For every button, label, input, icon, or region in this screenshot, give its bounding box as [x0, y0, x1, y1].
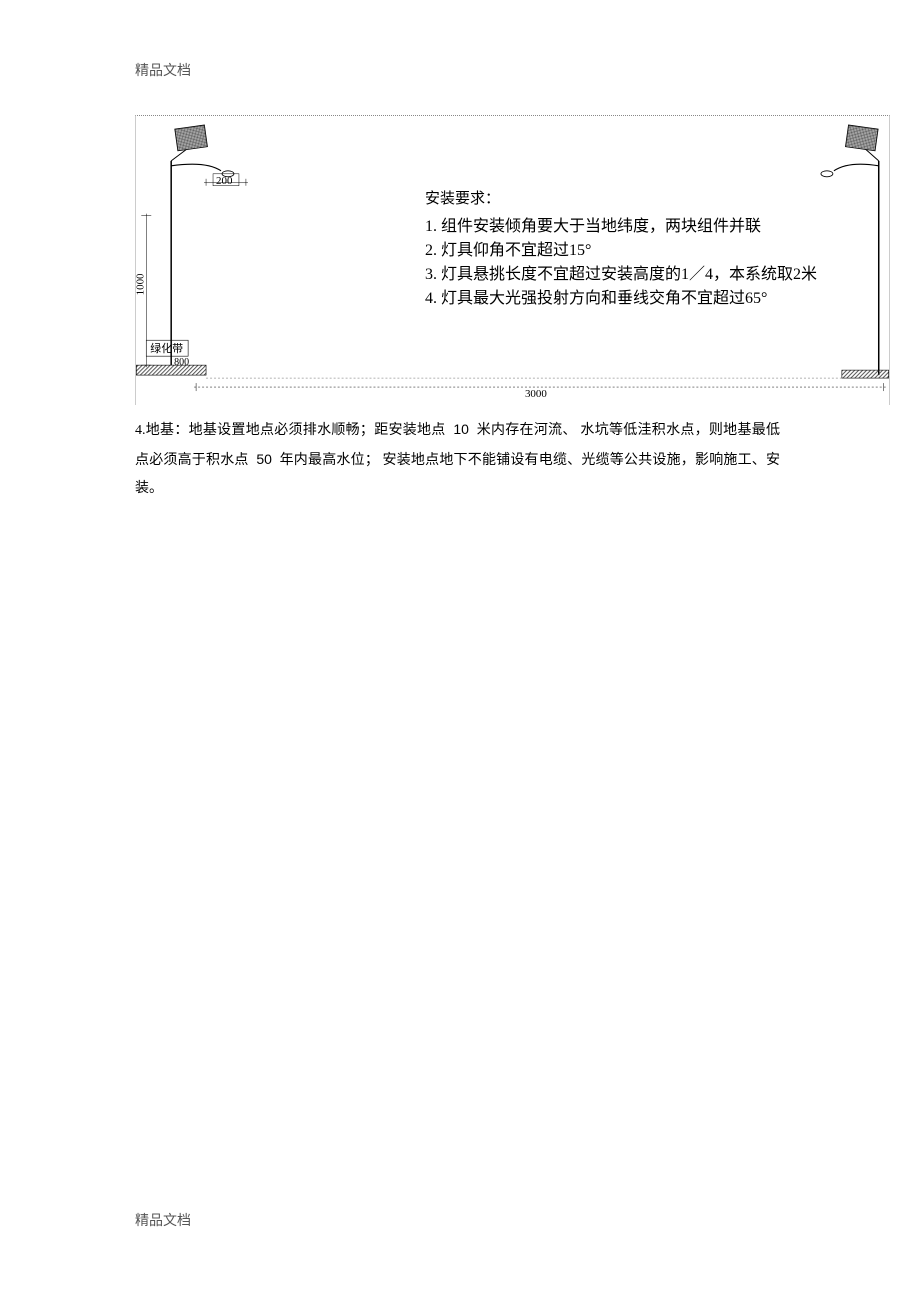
- req-item-1: 1. 组件安装倾角要大于当地纬度，两块组件并联: [425, 215, 817, 239]
- body-paragraph: 4.地基：地基设置地点必须排水顺畅；距安装地点 10 米内存在河流、 水坑等低洼…: [135, 415, 780, 503]
- dim-1000: 1000: [136, 214, 151, 367]
- right-lamp: [821, 125, 879, 375]
- req-item-3: 3. 灯具悬挑长度不宜超过安装高度的1／4，本系统取2米: [425, 263, 817, 287]
- dim-800: 800: [174, 357, 189, 368]
- page-footer: 精品文档: [135, 1210, 191, 1230]
- svg-text:800: 800: [174, 357, 189, 368]
- dim-3000: 3000: [194, 383, 886, 400]
- page-header: 精品文档: [135, 60, 191, 80]
- svg-text:1000: 1000: [136, 273, 146, 295]
- body-num-10: 10: [449, 421, 473, 437]
- requirements-title: 安装要求：: [425, 188, 817, 211]
- green-belt-label: 绿化带: [150, 341, 183, 355]
- header-text: 精品文档: [135, 64, 191, 79]
- svg-text:3000: 3000: [525, 388, 547, 400]
- dim-200: 200: [204, 174, 248, 187]
- svg-text:200: 200: [216, 175, 233, 187]
- body-prefix: 4.地基：地基设置地点必须排水顺畅；距安装地点: [135, 423, 446, 438]
- req-item-2: 2. 灯具仰角不宜超过15°: [425, 239, 817, 263]
- right-base: [842, 370, 889, 378]
- left-lamp: [171, 125, 234, 365]
- body-num-50: 50: [252, 451, 276, 467]
- req-item-4: 4. 灯具最大光强投射方向和垂线交角不宜超过65°: [425, 287, 817, 311]
- requirements-block: 安装要求： 1. 组件安装倾角要大于当地纬度，两块组件并联 2. 灯具仰角不宜超…: [425, 188, 817, 311]
- footer-text: 精品文档: [135, 1214, 191, 1229]
